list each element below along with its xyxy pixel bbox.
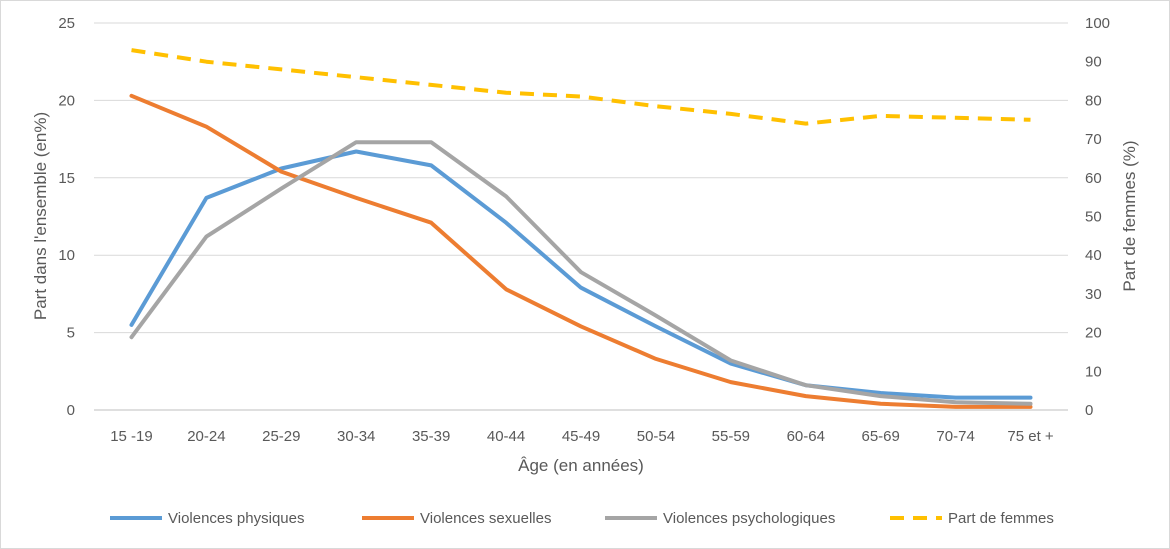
legend-item: Violences psychologiques (605, 510, 835, 527)
y2-tick-label: 90 (1085, 54, 1102, 71)
y2-tick-label: 0 (1085, 402, 1093, 419)
legend-item: Part de femmes (890, 510, 1054, 527)
y2-tick-label: 50 (1085, 209, 1102, 226)
y-axis-title: Part dans l'ensemble (en%) (31, 112, 50, 320)
series-line-violences-sexuelles (129, 93, 1033, 409)
x-tick-label: 75 et + (1007, 428, 1054, 445)
x-tick-label: 15 -19 (110, 428, 153, 445)
y-tick-label: 20 (58, 92, 75, 109)
right-axis-ticks: 0 10 20 30 40 50 60 70 80 90 100 (1085, 15, 1110, 419)
x-axis-title: Âge (en années) (518, 456, 644, 475)
x-tick-label: 20-24 (187, 428, 225, 445)
x-tick-label: 60-64 (787, 428, 825, 445)
y-tick-label: 15 (58, 170, 75, 187)
series-line-part-de-femmes (131, 48, 1031, 126)
legend: Violences physiques Violences sexuelles Vi… (110, 510, 1054, 527)
legend-label: Part de femmes (948, 510, 1054, 527)
y2-tick-label: 80 (1085, 92, 1102, 109)
series-line-violences-psychologiques (129, 140, 1033, 406)
y2-tick-label: 60 (1085, 170, 1102, 187)
y2-tick-label: 70 (1085, 131, 1102, 148)
y2-tick-label: 30 (1085, 286, 1102, 303)
y2-tick-label: 10 (1085, 363, 1102, 380)
x-tick-label: 25-29 (262, 428, 300, 445)
y-tick-label: 5 (67, 325, 75, 342)
left-axis-ticks: 0 5 10 15 20 25 (58, 15, 75, 419)
x-tick-label: 55-59 (712, 428, 750, 445)
y-tick-label: 25 (58, 15, 75, 32)
legend-label: Violences psychologiques (663, 510, 835, 527)
x-tick-label: 50-54 (637, 428, 675, 445)
x-tick-label: 30-34 (337, 428, 375, 445)
series-line-violences-physiques (129, 149, 1033, 400)
y-tick-label: 0 (67, 402, 75, 419)
x-tick-label: 45-49 (562, 428, 600, 445)
y2-tick-label: 40 (1085, 247, 1102, 264)
y2-tick-label: 20 (1085, 325, 1102, 342)
x-tick-label: 70-74 (936, 428, 974, 445)
legend-label: Violences physiques (168, 510, 304, 527)
x-tick-label: 35-39 (412, 428, 450, 445)
legend-item: Violences sexuelles (362, 510, 551, 527)
x-tick-label: 40-44 (487, 428, 525, 445)
y2-tick-label: 100 (1085, 15, 1110, 32)
y2-axis-title: Part de femmes (%) (1120, 140, 1139, 291)
x-tick-label: 65-69 (862, 428, 900, 445)
legend-label: Violences sexuelles (420, 510, 551, 527)
series-layer (129, 48, 1033, 409)
gridlines (94, 22, 1068, 411)
legend-item: Violences physiques (110, 510, 304, 527)
y-tick-label: 10 (58, 247, 75, 264)
x-axis-ticks: 15 -19 20-24 25-29 30-34 35-39 40-44 45-49 50-5… (110, 428, 1054, 445)
